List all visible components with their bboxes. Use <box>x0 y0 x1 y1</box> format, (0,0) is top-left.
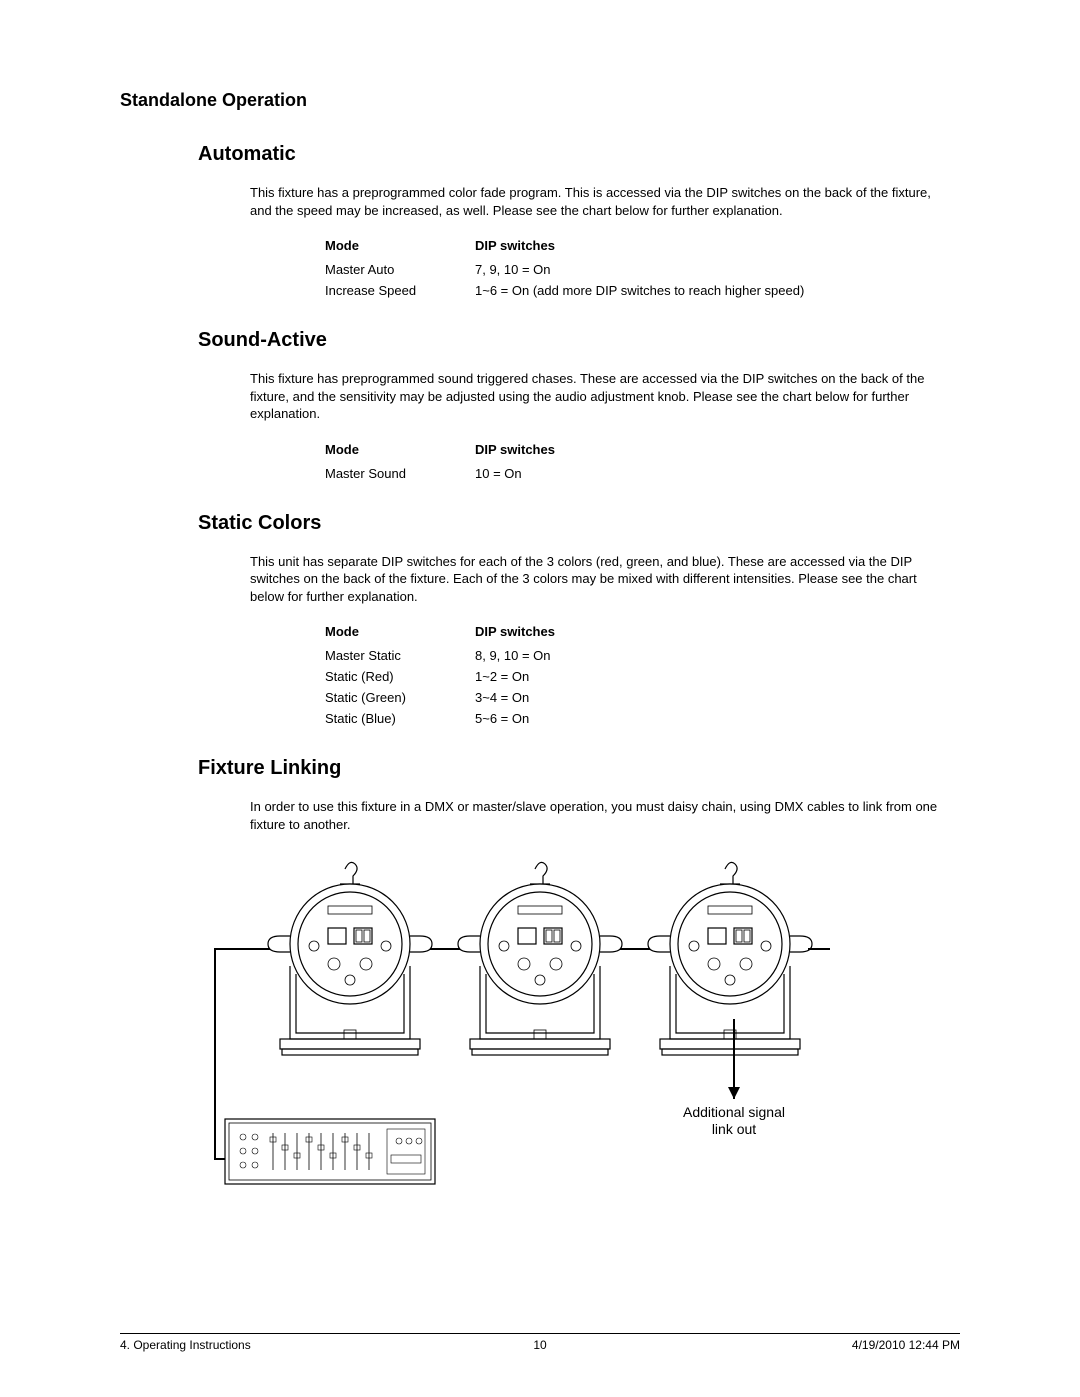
footer-right: 4/19/2010 12:44 PM <box>852 1338 960 1352</box>
cell-mode: Static (Green) <box>325 687 475 708</box>
table-row: Static (Red) 1~2 = On <box>325 666 595 687</box>
table-row: Increase Speed 1~6 = On (add more DIP sw… <box>325 280 844 301</box>
svg-text:Additional signal: Additional signal <box>683 1104 785 1120</box>
cell-mode: Increase Speed <box>325 280 475 301</box>
table-row: Static (Blue) 5~6 = On <box>325 708 595 729</box>
cell-dip: 1~2 = On <box>475 666 595 687</box>
footer-left: 4. Operating Instructions <box>120 1338 251 1352</box>
paragraph-static-colors: This unit has separate DIP switches for … <box>250 553 940 606</box>
paragraph-automatic: This fixture has a preprogrammed color f… <box>250 184 940 219</box>
heading-sound-active: Sound-Active <box>198 329 960 352</box>
table-header-dip: DIP switches <box>475 621 595 645</box>
heading-standalone: Standalone Operation <box>120 90 960 111</box>
table-row: Static (Green) 3~4 = On <box>325 687 595 708</box>
cell-mode: Master Auto <box>325 259 475 280</box>
table-row: Master Static 8, 9, 10 = On <box>325 645 595 666</box>
svg-text:link out: link out <box>712 1121 756 1137</box>
cell-mode: Master Sound <box>325 463 475 484</box>
table-static-colors: Mode DIP switches Master Static 8, 9, 10… <box>325 621 595 729</box>
cell-dip: 3~4 = On <box>475 687 595 708</box>
cell-dip: 7, 9, 10 = On <box>475 259 844 280</box>
paragraph-fixture-linking: In order to use this fixture in a DMX or… <box>250 798 940 833</box>
cell-mode: Static (Red) <box>325 666 475 687</box>
table-automatic: Mode DIP switches Master Auto 7, 9, 10 =… <box>325 235 844 301</box>
table-header-dip: DIP switches <box>475 235 844 259</box>
table-header-mode: Mode <box>325 235 475 259</box>
heading-automatic: Automatic <box>198 143 960 166</box>
fixture-linking-diagram: Additional signallink out <box>210 849 960 1194</box>
table-header-mode: Mode <box>325 621 475 645</box>
cell-dip: 1~6 = On (add more DIP switches to reach… <box>475 280 844 301</box>
table-header-dip: DIP switches <box>475 439 595 463</box>
table-sound-active: Mode DIP switches Master Sound 10 = On <box>325 439 595 484</box>
cell-dip: 8, 9, 10 = On <box>475 645 595 666</box>
cell-mode: Master Static <box>325 645 475 666</box>
heading-static-colors: Static Colors <box>198 512 960 535</box>
table-header-mode: Mode <box>325 439 475 463</box>
table-row: Master Auto 7, 9, 10 = On <box>325 259 844 280</box>
cell-mode: Static (Blue) <box>325 708 475 729</box>
page-footer: 4. Operating Instructions 10 4/19/2010 1… <box>120 1333 960 1352</box>
table-row: Master Sound 10 = On <box>325 463 595 484</box>
cell-dip: 5~6 = On <box>475 708 595 729</box>
footer-center: 10 <box>533 1338 546 1352</box>
heading-fixture-linking: Fixture Linking <box>198 757 960 780</box>
paragraph-sound-active: This fixture has preprogrammed sound tri… <box>250 370 940 423</box>
cell-dip: 10 = On <box>475 463 595 484</box>
